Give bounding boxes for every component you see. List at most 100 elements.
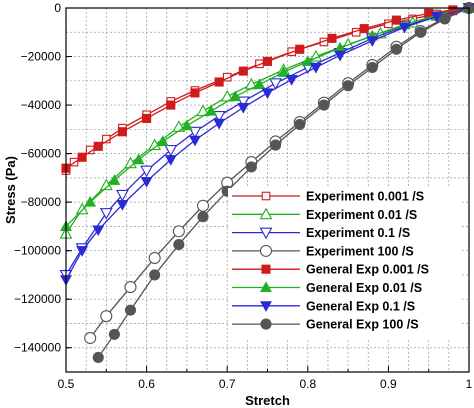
data-point — [366, 61, 378, 74]
y-tick-label: −140000 — [14, 341, 61, 355]
data-point — [236, 96, 250, 109]
data-point — [140, 176, 153, 188]
data-point — [318, 99, 330, 111]
data-point — [140, 165, 154, 178]
legend-label: Experiment 0.01 /S — [306, 208, 417, 222]
y-tick-label: −40000 — [21, 98, 62, 112]
y-tick-label: −80000 — [21, 195, 62, 209]
data-point — [99, 208, 113, 220]
legend-label: Experiment 0.001 /S — [306, 190, 424, 204]
series-layer — [59, 1, 474, 363]
data-point — [391, 15, 402, 25]
y-tick-label: −100000 — [14, 244, 61, 258]
legend-marker — [259, 244, 273, 257]
data-point — [108, 328, 120, 340]
data-point — [390, 43, 403, 55]
data-point — [108, 174, 121, 185]
data-point — [245, 161, 257, 173]
y-tick-label: −20000 — [21, 50, 62, 64]
legend-label: Experiment 100 /S — [306, 244, 414, 258]
series-8 — [92, 2, 474, 363]
data-point — [262, 56, 273, 66]
data-point — [415, 26, 427, 38]
data-point — [84, 331, 97, 345]
series-line — [65, 7, 470, 227]
x-tick-label: 1 — [466, 377, 473, 391]
x-tick-label: 0.9 — [380, 377, 397, 391]
y-tick-label: 0 — [54, 1, 61, 15]
legend-marker — [261, 191, 271, 201]
legend-marker — [259, 227, 273, 240]
legend-entry-6: General Exp 0.01 /S — [232, 281, 422, 295]
legend-entry-1: Experiment 0.001 /S — [232, 190, 424, 204]
y-tick-label: −60000 — [21, 147, 62, 161]
data-point — [237, 102, 250, 114]
data-point — [189, 135, 201, 147]
x-tick-label: 0.6 — [138, 377, 155, 391]
data-point — [116, 200, 129, 211]
data-point — [205, 105, 218, 116]
data-point — [196, 199, 210, 212]
legend-marker — [259, 207, 273, 220]
legend-label: General Exp 0.1 /S — [306, 299, 415, 313]
data-point — [149, 269, 161, 281]
data-point — [117, 127, 127, 137]
data-point — [398, 22, 411, 34]
data-point — [124, 156, 137, 169]
data-point — [92, 225, 105, 237]
data-point — [270, 139, 282, 151]
data-point — [269, 78, 282, 90]
legend-marker — [261, 264, 271, 274]
data-point — [124, 304, 137, 316]
data-point — [172, 225, 185, 238]
data-point — [295, 44, 305, 54]
legend-label: General Exp 0.01 /S — [306, 281, 422, 295]
data-point — [285, 75, 298, 86]
legend-entry-8: General Exp 100 /S — [232, 318, 419, 332]
legend-label: Experiment 0.1 /S — [306, 226, 410, 240]
data-point — [197, 211, 209, 223]
legend-entry-3: Experiment 0.1 /S — [232, 226, 410, 240]
legend-entry-2: Experiment 0.01 /S — [232, 207, 417, 222]
data-point — [430, 11, 443, 23]
data-point — [164, 155, 177, 166]
data-point — [115, 189, 129, 202]
data-point — [253, 78, 266, 89]
data-point — [309, 62, 322, 74]
series-7 — [60, 3, 474, 286]
x-tick-label: 0.7 — [219, 377, 236, 391]
series-5 — [61, 3, 474, 173]
data-point — [100, 310, 113, 323]
y-axis-title: Stress (Pa) — [3, 156, 18, 224]
data-point — [342, 80, 354, 92]
x-axis-title: Stretch — [245, 393, 290, 408]
data-point — [327, 33, 337, 43]
data-point — [166, 100, 176, 110]
legend-marker — [260, 281, 272, 293]
legend-label: General Exp 100 /S — [306, 318, 419, 332]
data-point — [180, 119, 193, 131]
data-point — [309, 49, 323, 62]
data-point — [77, 152, 87, 162]
data-point — [190, 88, 200, 98]
data-point — [173, 239, 185, 251]
data-point — [359, 24, 369, 34]
x-tick-label: 0.8 — [299, 377, 316, 391]
data-point — [148, 251, 161, 264]
data-point — [142, 113, 152, 123]
data-point — [238, 66, 248, 76]
legend-marker — [260, 318, 272, 330]
data-point — [92, 351, 104, 363]
data-point — [334, 50, 346, 62]
data-point — [164, 145, 178, 157]
x-tick-label: 0.5 — [58, 377, 75, 391]
data-point — [294, 118, 306, 131]
legend-entry-4: Experiment 100 /S — [232, 244, 414, 258]
data-point — [213, 118, 226, 130]
legend-label: General Exp 0.001 /S — [306, 263, 429, 277]
axis-ticks: 0.5 0.6 0.7 0.8 0.9 1 0 −20000 −40000 −60000 −8000… — [14, 1, 473, 391]
legend-marker — [260, 301, 272, 312]
data-point — [229, 90, 242, 102]
legend-entry-7: General Exp 0.1 /S — [232, 299, 415, 313]
